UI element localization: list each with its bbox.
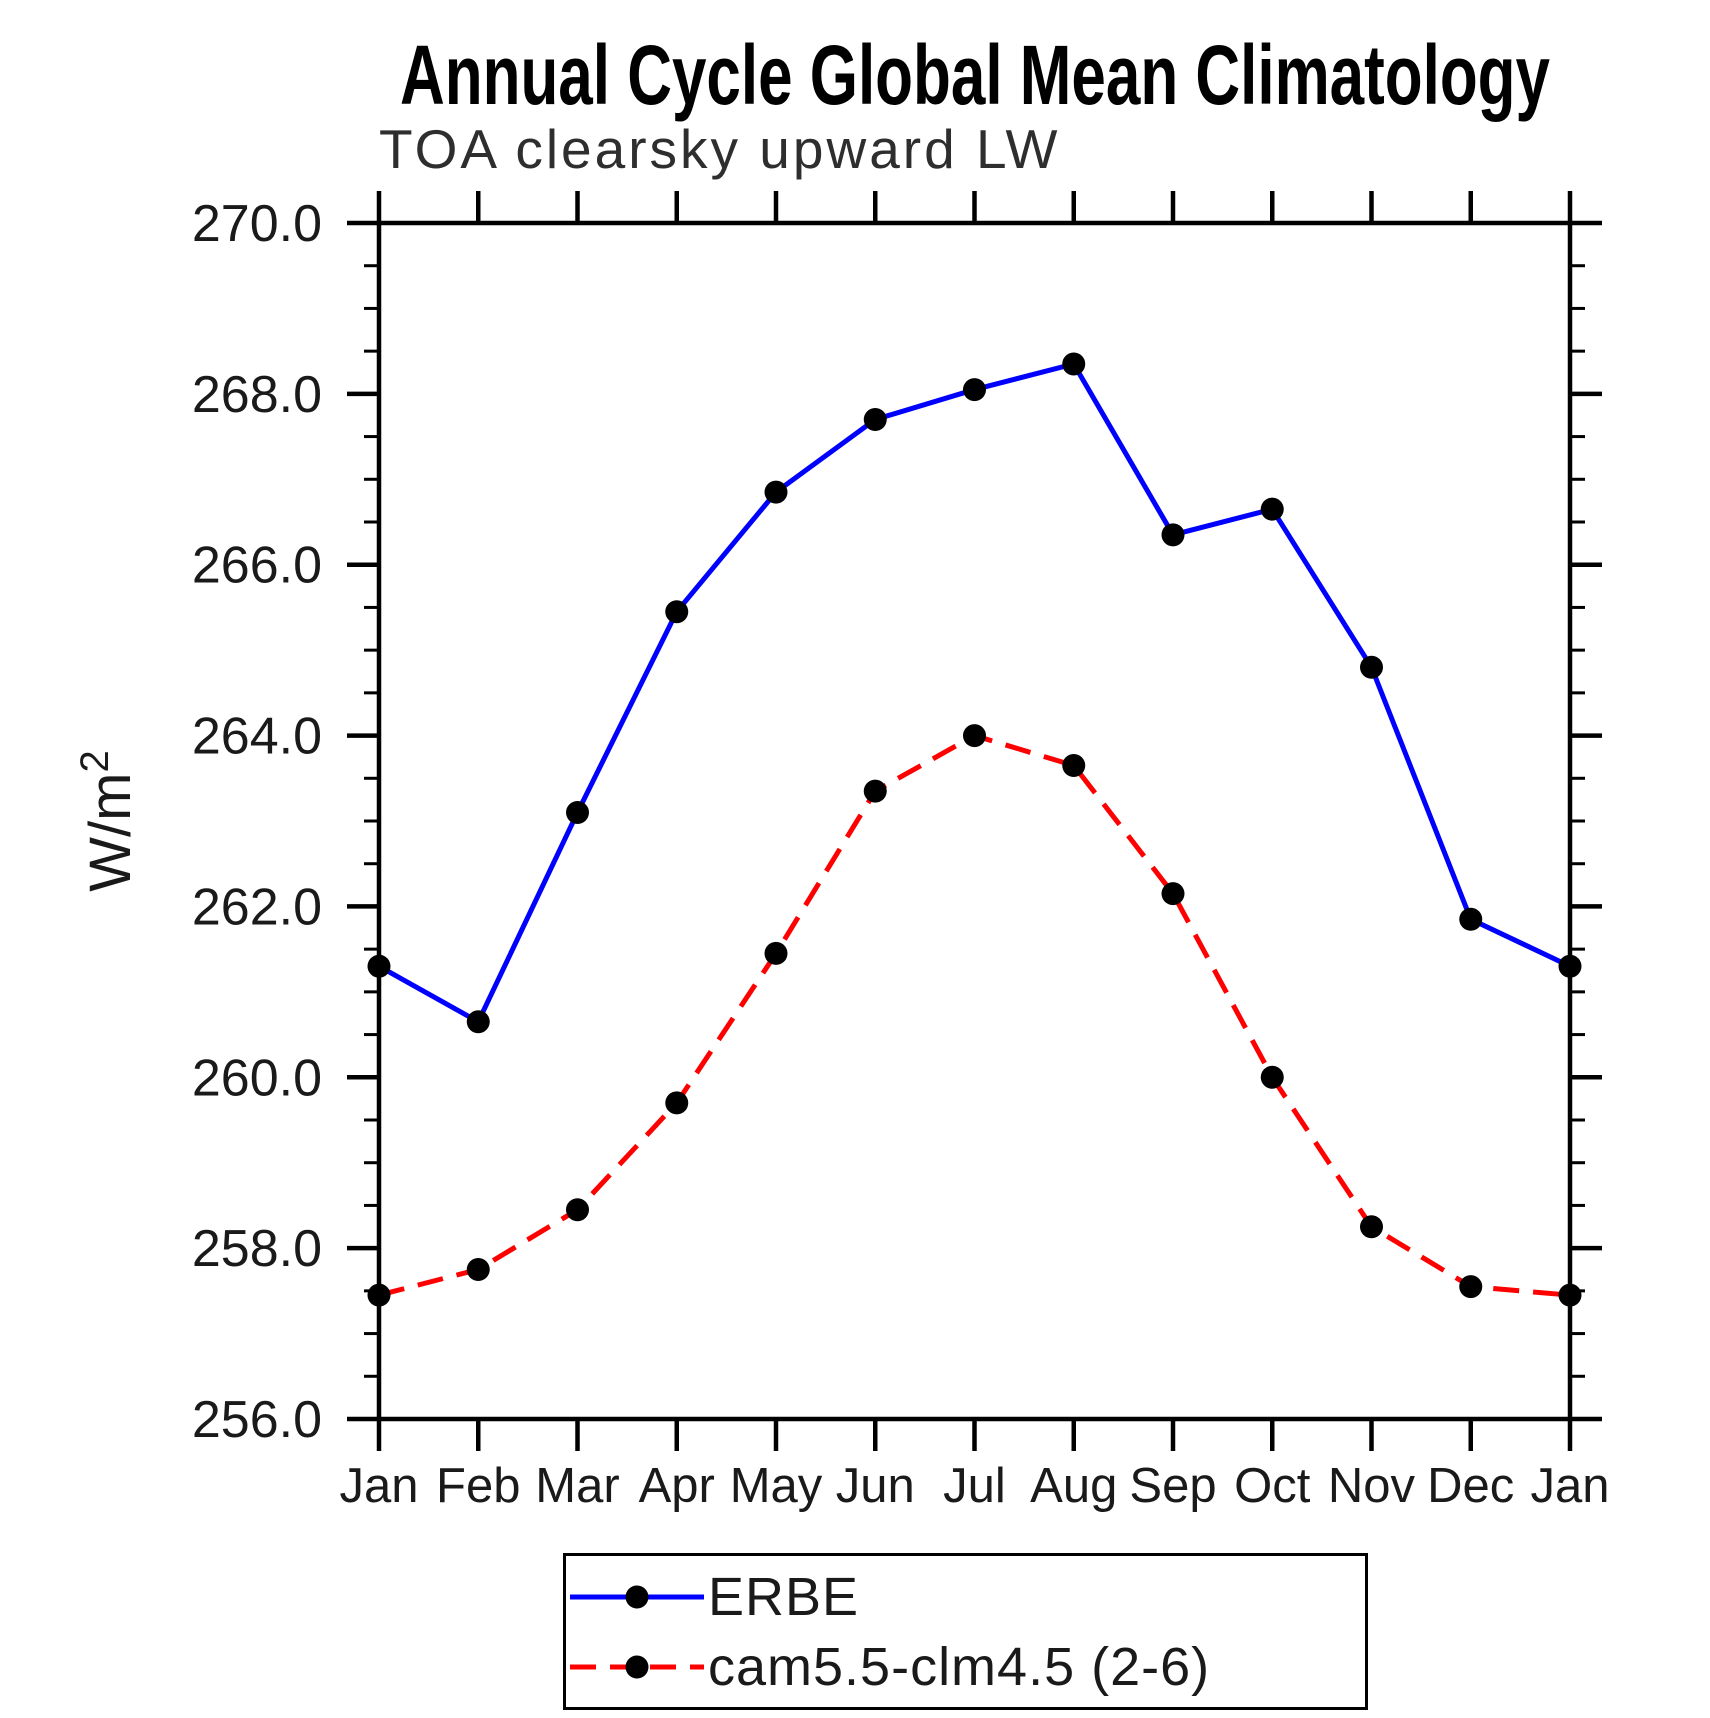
data-point xyxy=(566,1198,589,1222)
y-tick-label: 264.0 xyxy=(192,708,322,766)
x-tick-label: Oct xyxy=(1234,1459,1311,1513)
legend-box: ERBE cam5.5-clm4.5 (2-6) xyxy=(563,1553,1368,1710)
data-point xyxy=(963,378,986,402)
data-point xyxy=(1459,1275,1483,1299)
data-point xyxy=(1558,1283,1582,1307)
legend-marker-cam xyxy=(625,1655,649,1678)
data-point xyxy=(367,954,391,978)
x-tick-label: Jan xyxy=(1530,1459,1609,1513)
series-line-0 xyxy=(377,361,1572,1026)
data-point xyxy=(1260,1065,1284,1089)
x-axis-tick-labels: Jan Feb Mar Apr May Jun Jul Aug Sep Oct Nov Dec Jan xyxy=(339,1459,1609,1513)
data-point xyxy=(963,724,986,748)
y-tick-label: 270.0 xyxy=(192,195,322,253)
x-tick-label: May xyxy=(730,1459,823,1513)
y-tick-label: 258.0 xyxy=(192,1220,322,1278)
data-point xyxy=(367,1283,391,1307)
y-tick-label: 262.0 xyxy=(192,878,322,936)
x-tick-label: Mar xyxy=(535,1459,619,1513)
legend-label-erbe: ERBE xyxy=(708,1566,860,1627)
x-tick-label: Aug xyxy=(1030,1459,1117,1513)
series-line-1 xyxy=(378,732,1571,1298)
y-axis-label-exponent: 2 xyxy=(73,750,117,772)
y-axis-label-base: W/m xyxy=(78,773,143,892)
data-point xyxy=(665,600,689,624)
x-axis-ticks xyxy=(376,191,1573,1451)
data-point xyxy=(1360,655,1383,679)
data-point xyxy=(1062,753,1086,777)
data-point xyxy=(466,1010,490,1034)
y-tick-label: 266.0 xyxy=(192,537,322,595)
data-point xyxy=(863,407,887,431)
y-tick-label: 256.0 xyxy=(192,1391,322,1449)
data-point xyxy=(1161,882,1185,906)
legend-sample-solid-line xyxy=(570,1585,704,1608)
x-tick-label: Nov xyxy=(1328,1459,1416,1513)
data-point xyxy=(1260,497,1284,521)
data-point xyxy=(566,800,589,824)
y-tick-label: 260.0 xyxy=(192,1049,322,1107)
data-point xyxy=(1459,907,1483,931)
data-point xyxy=(665,1091,689,1115)
y-axis-ticks xyxy=(347,220,1602,1422)
x-tick-label: Jan xyxy=(339,1459,418,1513)
x-tick-label: Apr xyxy=(639,1459,715,1513)
chart-subtitle: TOA clearsky upward LW xyxy=(379,118,1060,180)
chart-title: Annual Cycle Global Mean Climatology xyxy=(400,28,1550,122)
legend-entry-cam: cam5.5-clm4.5 (2-6) xyxy=(566,1635,1365,1699)
x-tick-label: Jun xyxy=(836,1459,915,1513)
x-tick-label: Feb xyxy=(436,1459,520,1513)
data-point xyxy=(863,779,887,803)
x-tick-label: Dec xyxy=(1427,1459,1514,1513)
data-series xyxy=(367,352,1582,1307)
legend-sample-dashed-line xyxy=(570,1655,704,1678)
x-tick-label: Jul xyxy=(943,1459,1006,1513)
y-axis-label: W/m2 xyxy=(73,750,143,891)
data-point xyxy=(764,941,788,965)
legend-marker-erbe xyxy=(625,1585,649,1608)
data-point xyxy=(466,1258,490,1281)
data-point xyxy=(764,480,788,504)
y-axis-tick-labels: 256.0 258.0 260.0 262.0 264.0 266.0 268.0 270.0 xyxy=(192,195,322,1449)
legend-label-cam: cam5.5-clm4.5 (2-6) xyxy=(708,1636,1211,1697)
data-point xyxy=(1062,352,1086,376)
data-point xyxy=(1161,523,1185,547)
data-point xyxy=(1558,954,1582,978)
y-tick-label: 268.0 xyxy=(192,366,322,424)
x-tick-label: Sep xyxy=(1129,1459,1216,1513)
data-point xyxy=(1360,1215,1383,1239)
legend-entry-erbe: ERBE xyxy=(566,1565,1365,1629)
